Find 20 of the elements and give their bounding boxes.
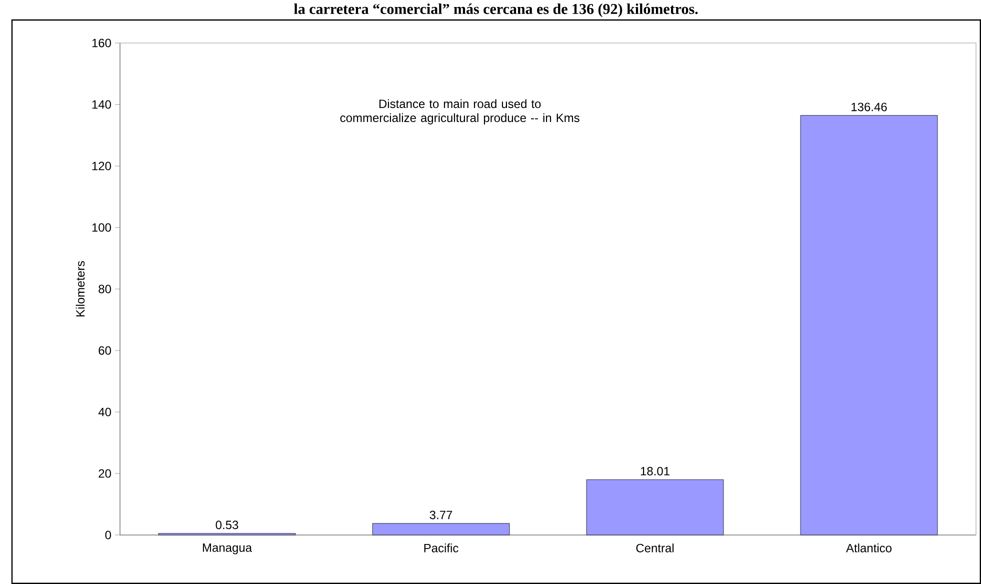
y-tick-label: 60 (98, 346, 112, 355)
x-tick-label: Pacific (424, 544, 458, 552)
y-tick-label: 80 (98, 284, 112, 294)
data-label: 18.01 (640, 466, 670, 476)
y-axis-title: Kilometers (76, 261, 85, 316)
y-tick-label: 160 (92, 38, 112, 48)
y-tick-label: 0 (105, 530, 112, 540)
x-tick-label: Central (636, 544, 674, 552)
y-tick-label: 100 (92, 223, 112, 232)
y-tick-label: 20 (98, 469, 112, 478)
y-tick-label: 140 (92, 100, 112, 109)
text: Distance to main road used to commercialize agricultural produce -- in Kms (340, 99, 580, 124)
x-tick-label: Managua (202, 544, 252, 554)
data-label: 3.77 (430, 510, 452, 520)
data-label: 136.46 (852, 102, 887, 112)
data-label: 0.53 (216, 520, 238, 530)
y-tick-label: 120 (92, 162, 112, 170)
text: la carretera “comercial” más cercana es de 136 (92) kilómetros. (294, 4, 698, 18)
y-tick-label: 40 (98, 408, 112, 416)
x-tick-label: Atlantico (846, 544, 892, 552)
